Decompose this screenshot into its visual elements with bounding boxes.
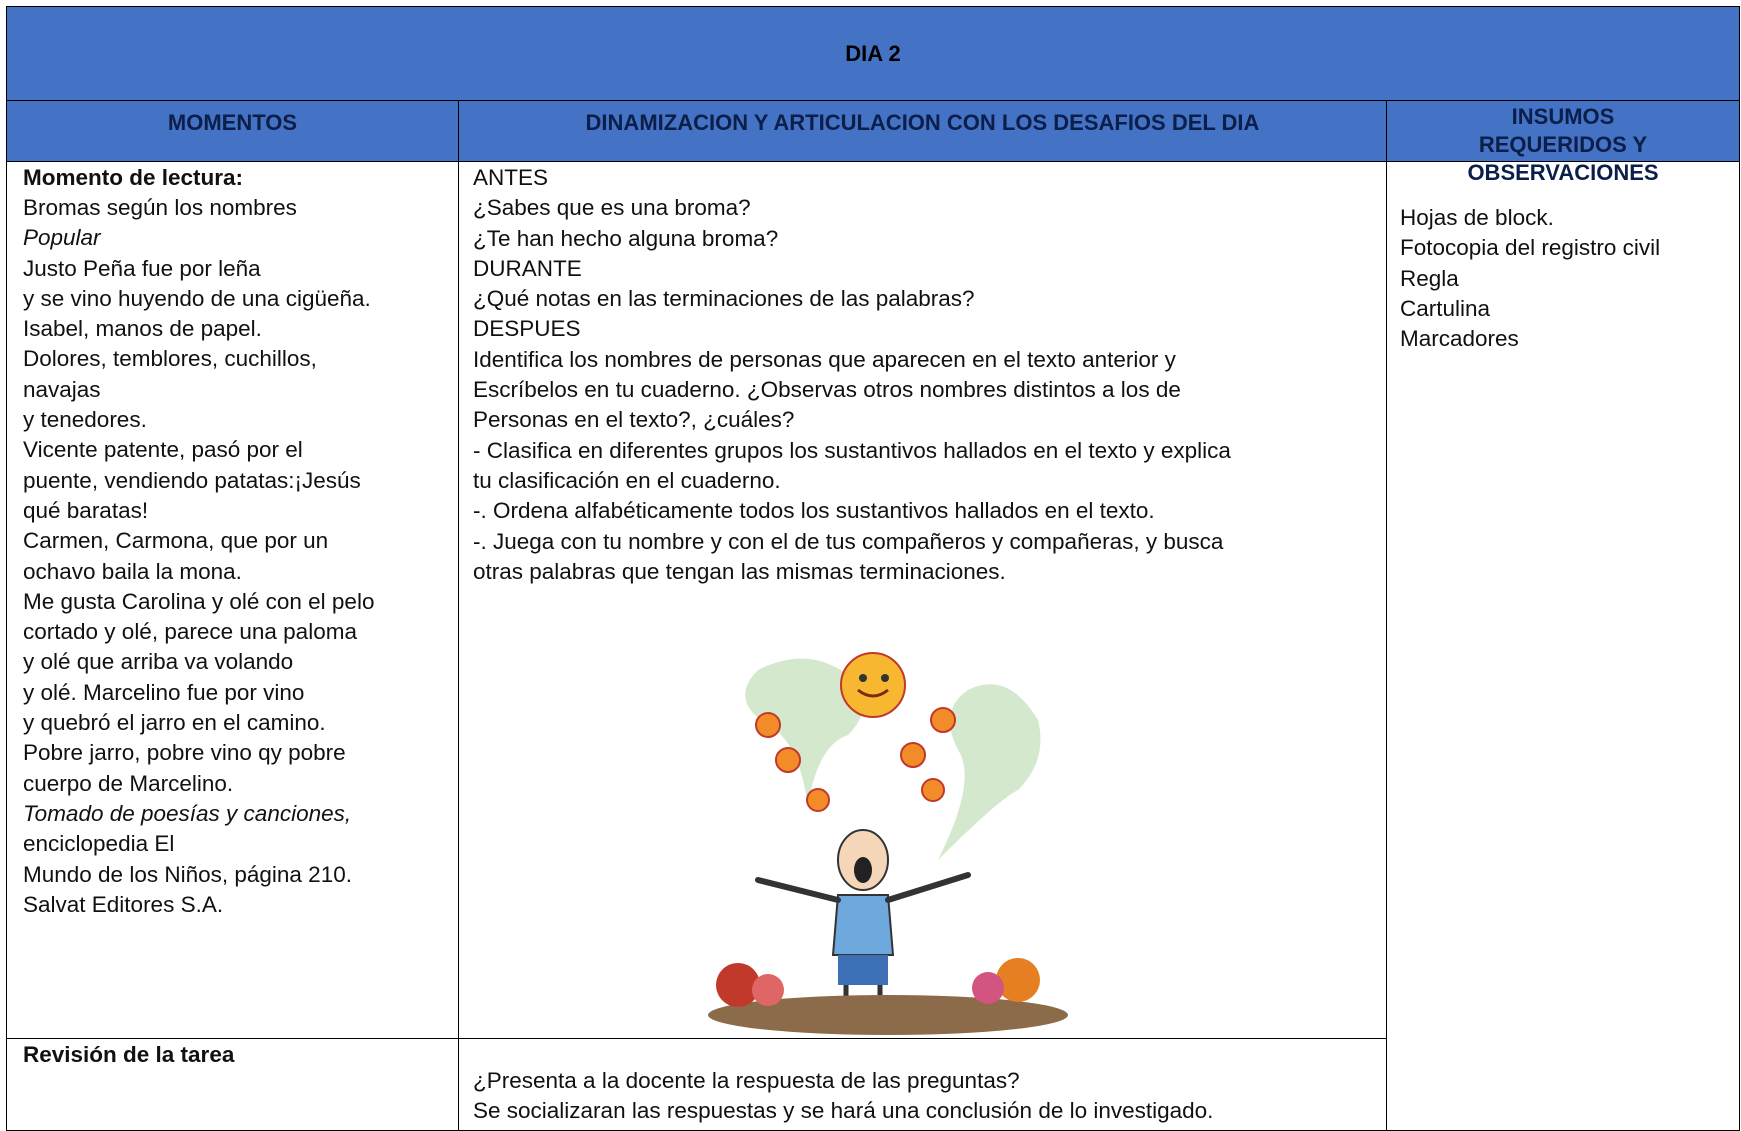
text-line: ochavo baila la mona. [23, 558, 242, 584]
text-line: ¿Sabes que es una broma? [473, 195, 751, 221]
text-line: y se vino huyendo de una cigüeña. [23, 285, 371, 311]
text-line: cuerpo de Marcelino. [23, 770, 234, 796]
text-line: -. Juega con tu nombre y con el de tus c… [473, 528, 1224, 554]
text-line: Pobre jarro, pobre vino qy pobre [23, 740, 346, 766]
text-line: otras palabras que tengan las mismas ter… [473, 558, 1006, 584]
text-line: puente, vendiendo patatas:¡Jesús [23, 467, 361, 493]
text-line: Justo Peña fue por leña [23, 255, 261, 281]
text-line: Carmen, Carmona, que por un [23, 528, 329, 554]
text-line: y olé. Marcelino fue por vino [23, 679, 305, 705]
supplies-list: Hojas de block. Fotocopia del registro ci… [1400, 203, 1660, 354]
text-line: -. Ordena alfabéticamente todos los sust… [473, 498, 1155, 524]
text-line: Personas en el texto?, ¿cuáles? [473, 407, 795, 433]
text-line: Fotocopia del registro civil [1400, 235, 1661, 261]
text-line: y tenedores. [23, 407, 147, 433]
column-title: INSUMOS REQUERIDOS Y OBSERVACIONES [1467, 104, 1659, 185]
text-line: Salvat Editores S.A. [23, 891, 224, 917]
day-title: DIA 2 [845, 40, 901, 66]
text-line: DURANTE [473, 255, 582, 281]
text-line: ANTES [473, 165, 549, 190]
moment-title: Revisión de la tarea [23, 1042, 235, 1067]
text-line: Vicente patente, pasó por el [23, 437, 303, 463]
text-line: ¿Qué notas en las terminaciones de las p… [473, 286, 975, 312]
text-line: Marcadores [1400, 326, 1519, 352]
text-line: DESPUES [473, 316, 581, 342]
text-line: Tomado de poesías y canciones, [23, 800, 352, 826]
text-line: tu clasificación en el cuaderno. [473, 467, 781, 493]
text-line: Dolores, temblores, cuchillos, [23, 346, 317, 372]
text-line: qué baratas! [23, 497, 149, 523]
text-line: y olé que arriba va volando [23, 649, 294, 675]
column-title: DINAMIZACION Y ARTICULACION CON LOS DESA… [585, 110, 1260, 135]
text-line: Identifica los nombres de personas que a… [473, 346, 1176, 372]
column-header: DINAMIZACION Y ARTICULACION CON LOS DESA… [458, 100, 1387, 162]
column-header: MOMENTOS [6, 100, 459, 162]
moment-title: Momento de lectura: [23, 165, 244, 190]
column-header: INSUMOS REQUERIDOS Y OBSERVACIONES [1386, 100, 1740, 185]
moment-text: Bromas según los nombres Popular Justo Peñ… [23, 193, 374, 920]
text-line: Popular [23, 225, 101, 251]
text-line: enciclopedia El [23, 831, 175, 857]
text-line: Hojas de block. [1400, 205, 1554, 230]
text-line: Mundo de los Niños, página 210. [23, 861, 352, 887]
activity-text: ¿Presenta a la docente la respuesta de l… [473, 1066, 1213, 1127]
text-line: cortado y olé, parece una paloma [23, 619, 357, 645]
activity-text: ANTES ¿Sabes que es una broma? ¿Te han hec… [473, 163, 1231, 587]
text-line: navajas [23, 376, 101, 402]
text-line: ¿Presenta a la docente la respuesta de l… [473, 1068, 1020, 1093]
illustration [708, 652, 1068, 1035]
day-header: DIA 2 [6, 6, 1740, 101]
text-line: Regla [1400, 265, 1459, 291]
text-line: Bromas según los nombres [23, 195, 297, 220]
text-line: Se socializaran las respuestas y se hará… [473, 1098, 1214, 1124]
column-title: MOMENTOS [167, 110, 298, 135]
text-line: Escríbelos en tu cuaderno. ¿Observas otr… [473, 377, 1181, 403]
text-line: y quebró el jarro en el camino. [23, 710, 326, 736]
text-line: ¿Te han hecho alguna broma? [473, 225, 779, 251]
text-line: Isabel, manos de papel. [23, 316, 262, 342]
text-line: Cartulina [1400, 295, 1491, 321]
text-line: - Clasifica en diferentes grupos los sus… [473, 437, 1231, 463]
text-line: Me gusta Carolina y olé con el pelo [23, 588, 375, 614]
